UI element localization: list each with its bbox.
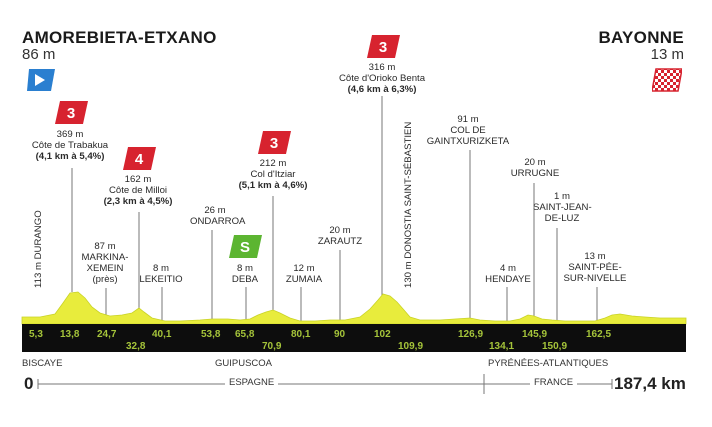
- finish-altitude: 13 m: [650, 46, 684, 63]
- place-deba: 8 m DEBA: [231, 263, 259, 285]
- km-mark: 109,9: [398, 341, 424, 352]
- km-mark: 80,1: [291, 329, 311, 340]
- climb-label-itziar: 212 m Col d'Itziar (5,1 km à 4,6%): [238, 158, 308, 191]
- km-mark: 53,8: [201, 329, 221, 340]
- km-mark: 150,9: [542, 341, 568, 352]
- svg-text:4: 4: [135, 151, 144, 168]
- start-altitude: 86 m: [22, 46, 56, 63]
- region-biscaye: BISCAYE: [22, 358, 63, 369]
- svg-text:3: 3: [379, 39, 387, 56]
- start-flag-icon: [27, 69, 55, 91]
- svg-text:3: 3: [67, 105, 75, 122]
- km-mark: 126,9: [458, 329, 484, 340]
- place-hendaye: 4 m HENDAYE: [485, 263, 531, 285]
- place-lekeitio: 8 m LEKEITIO: [139, 263, 183, 285]
- climb-category-3-icon: 3: [258, 131, 291, 154]
- place-saint-jean-de-luz: 1 m SAINT-JEAN- DE-LUZ: [533, 191, 592, 224]
- climb-category-3-icon: 3: [367, 35, 400, 58]
- km-mark: 162,5: [586, 329, 612, 340]
- distance-start: 0: [24, 374, 34, 393]
- km-mark: 40,1: [152, 329, 172, 340]
- country-espagne: ESPAGNE: [225, 377, 279, 388]
- km-mark: 102: [374, 329, 391, 340]
- km-mark: 24,7: [97, 329, 117, 340]
- svg-text:3: 3: [270, 135, 278, 152]
- start-city: AMOREBIETA-ETXANO: [22, 28, 217, 47]
- km-mark: 5,3: [29, 329, 43, 340]
- place-zumaia: 12 m ZUMAIA: [285, 263, 323, 285]
- place-urrugne: 20 m URRUGNE: [510, 157, 560, 179]
- km-mark: 65,8: [235, 329, 255, 340]
- place-saint-pee-sur-nivelle: 13 m SAINT-PÉE- SUR-NIVELLE: [563, 251, 627, 284]
- svg-text:S: S: [240, 239, 250, 256]
- place-col-de-gaintxurizketa: 91 m COL DE GAINTXURIZKETA: [426, 114, 510, 147]
- km-mark: 145,9: [522, 329, 548, 340]
- climb-label-milloi: 162 m Côte de Milloi (2,3 km à 4,5%): [103, 174, 173, 207]
- km-mark: 90: [334, 329, 346, 340]
- country-france: FRANCE: [530, 377, 578, 388]
- climb-category-3-icon: 3: [55, 101, 88, 124]
- km-mark: 32,8: [126, 341, 146, 352]
- intermediate-sprint-icon: S: [229, 235, 262, 258]
- distance-total: 187,4 km: [614, 374, 686, 393]
- km-mark: 134,1: [489, 341, 515, 352]
- place-zarautz: 20 m ZARAUTZ: [317, 225, 363, 247]
- km-mark: 13,8: [60, 329, 80, 340]
- place-ondarroa: 26 m ONDARROA: [190, 205, 246, 227]
- place-markina-xemein: 87 m MARKINA- XEMEIN (près): [81, 241, 129, 285]
- region-guipuscoa: GUIPUSCOA: [215, 358, 273, 369]
- climb-category-4-icon: 4: [123, 147, 156, 170]
- region-pyrenees-atlantiques: PYRÉNÉES-ATLANTIQUES: [488, 358, 609, 369]
- finish-flag-icon: [652, 68, 682, 92]
- climb-label-trabakua: 369 m Côte de Trabakua (4,1 km à 5,4%): [31, 129, 109, 162]
- km-mark: 70,9: [262, 341, 282, 352]
- finish-city: BAYONNE: [598, 28, 684, 47]
- climb-label-orioko-benta: 316 m Côte d'Orioko Benta (4,6 km à 6,3%): [338, 62, 426, 95]
